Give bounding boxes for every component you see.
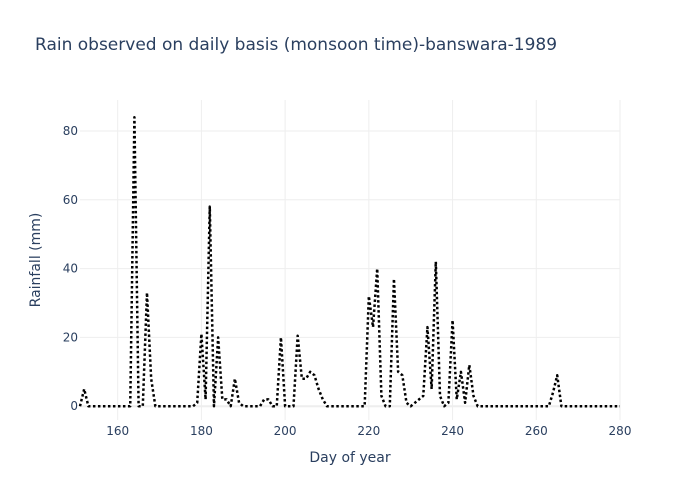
x-tick-label: 240 — [441, 424, 464, 438]
x-tick-label: 200 — [274, 424, 297, 438]
y-tick-label: 60 — [63, 193, 78, 207]
chart-title: Rain observed on daily basis (monsoon ti… — [35, 35, 557, 55]
x-tick-label: 220 — [357, 424, 380, 438]
grid — [80, 100, 621, 420]
x-axis-ticks: 160 180 200 220 240 260 280 — [106, 424, 631, 438]
y-tick-label: 80 — [63, 124, 78, 138]
x-tick-label: 160 — [106, 424, 129, 438]
x-axis-title: Day of year — [309, 450, 391, 466]
x-tick-label: 180 — [190, 424, 213, 438]
rainfall-line — [78, 115, 620, 408]
y-tick-label: 20 — [63, 330, 78, 344]
y-axis-title: Rainfall (mm) — [28, 213, 44, 308]
y-tick-label: 40 — [63, 262, 78, 276]
y-tick-label: 0 — [70, 399, 78, 413]
series-layer — [78, 115, 620, 408]
x-tick-label: 260 — [525, 424, 548, 438]
y-axis-ticks: 0 20 40 60 80 — [63, 124, 78, 413]
x-tick-label: 280 — [609, 424, 632, 438]
